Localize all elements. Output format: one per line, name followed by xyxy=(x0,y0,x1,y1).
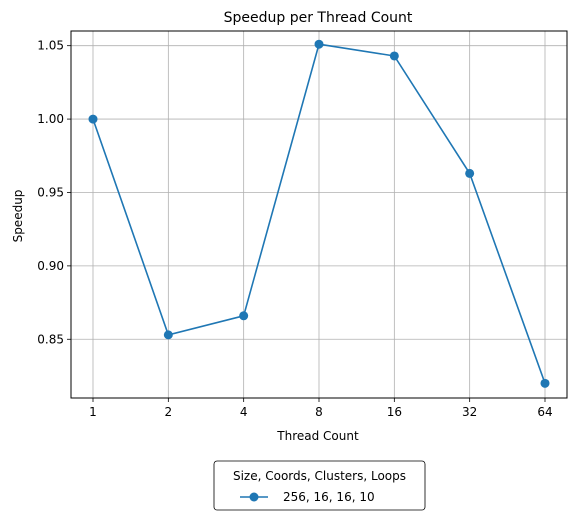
data-point xyxy=(163,330,173,340)
y-tick-label: 1.05 xyxy=(37,39,64,53)
chart-title: Speedup per Thread Count xyxy=(224,10,413,26)
y-axis: 0.85 0.90 0.95 1.00 1.05 xyxy=(37,39,71,346)
data-point xyxy=(389,51,399,61)
y-tick-label: 1.00 xyxy=(37,112,64,126)
x-tick-label: 1 xyxy=(89,405,97,419)
legend-title: Size, Coords, Clusters, Loops xyxy=(233,469,406,483)
x-tick-label: 2 xyxy=(165,405,173,419)
data-point xyxy=(540,378,550,388)
y-tick-label: 0.95 xyxy=(37,185,64,199)
data-point xyxy=(88,114,98,124)
x-tick-label: 8 xyxy=(315,405,323,419)
data-point xyxy=(314,39,324,49)
data-point xyxy=(239,311,249,321)
y-tick-label: 0.90 xyxy=(37,259,64,273)
x-tick-label: 32 xyxy=(462,405,477,419)
x-axis: 1 2 4 8 16 32 64 xyxy=(89,398,553,419)
y-axis-title: Speedup xyxy=(11,190,25,243)
x-tick-label: 64 xyxy=(537,405,552,419)
grid xyxy=(71,31,567,398)
legend-marker-swatch xyxy=(249,492,259,502)
series-layer xyxy=(88,39,550,388)
x-axis-title: Thread Count xyxy=(276,429,359,443)
y-tick-label: 0.85 xyxy=(37,332,64,346)
legend: Size, Coords, Clusters, Loops 256, 16, 1… xyxy=(213,460,426,511)
x-tick-label: 4 xyxy=(240,405,248,419)
x-tick-label: 16 xyxy=(387,405,402,419)
data-point xyxy=(465,168,475,178)
legend-entry-label: 256, 16, 16, 10 xyxy=(283,490,375,504)
